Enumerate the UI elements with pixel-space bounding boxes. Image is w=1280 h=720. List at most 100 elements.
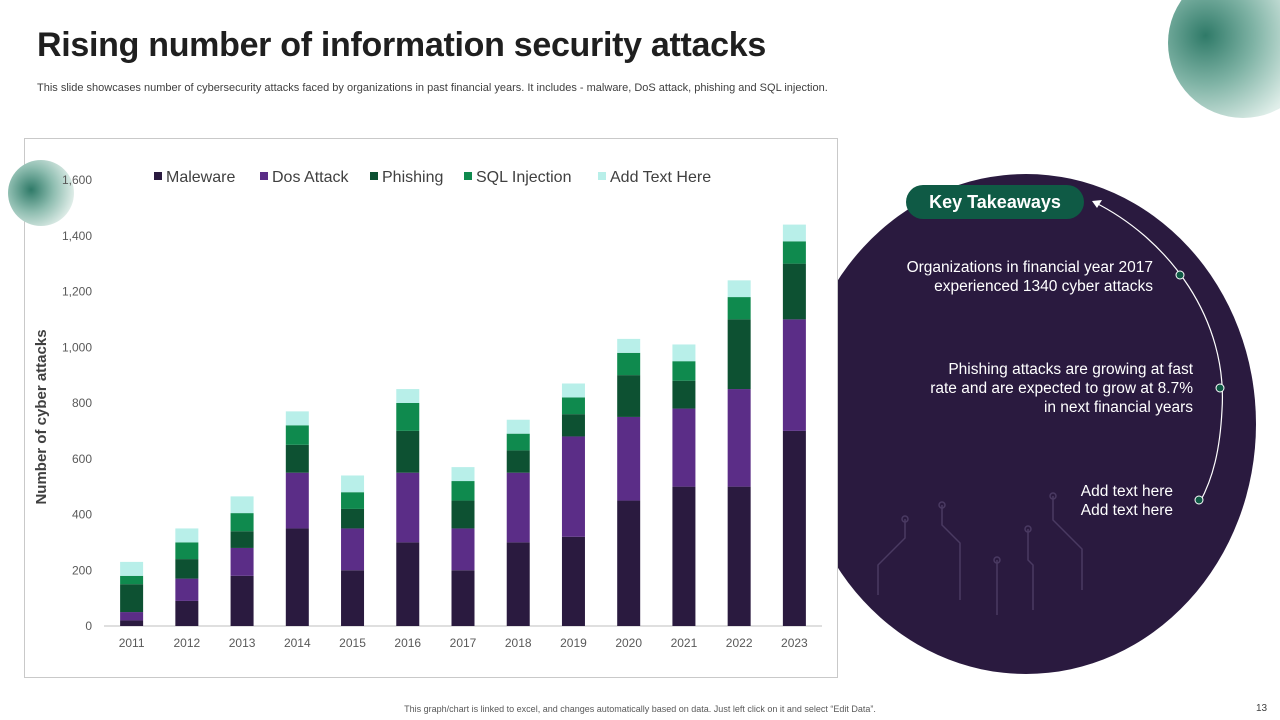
bar-segment xyxy=(672,344,696,362)
bar-segment xyxy=(727,389,751,487)
x-tick-label: 2016 xyxy=(394,636,421,650)
takeaway-3-line-1: Add text here xyxy=(1080,483,1173,500)
legend-label: Add Text Here xyxy=(610,169,711,186)
bar-segment xyxy=(617,416,641,501)
takeaway-1-line-1: Organizations in financial year 2017 xyxy=(906,259,1153,276)
bar-segment xyxy=(727,297,751,320)
legend-swatch xyxy=(370,172,378,180)
bar-segment xyxy=(672,380,696,409)
bar-segment xyxy=(285,411,309,426)
x-tick-label: 2012 xyxy=(173,636,200,650)
bar-segment xyxy=(561,397,585,415)
bar-segment xyxy=(396,403,420,431)
bar-segment xyxy=(617,500,641,626)
bar-segment xyxy=(451,500,475,529)
bar-segment xyxy=(782,430,806,626)
bar-segment xyxy=(561,383,585,398)
x-tick-label: 2018 xyxy=(505,636,532,650)
takeaway-2: Phishing attacks are growing at fast rat… xyxy=(930,360,1193,417)
bar-segment xyxy=(230,531,254,548)
bar-segment xyxy=(341,492,365,509)
bar-segment xyxy=(782,224,806,242)
bar-segment xyxy=(451,481,475,501)
takeaway-1-line-2: experienced 1340 cyber attacks xyxy=(934,278,1153,295)
takeaways-background-circle xyxy=(796,174,1256,674)
bar-segment xyxy=(341,528,365,571)
x-tick-label: 2017 xyxy=(450,636,477,650)
bar-segment xyxy=(451,528,475,571)
bar-segment xyxy=(285,444,309,473)
bar-segment xyxy=(617,338,641,353)
x-tick-label: 2023 xyxy=(781,636,808,650)
bar-segment xyxy=(396,542,420,626)
takeaway-1: Organizations in financial year 2017 exp… xyxy=(907,258,1153,296)
bar-segment xyxy=(782,319,806,431)
legend-swatch xyxy=(154,172,162,180)
bar-segment xyxy=(341,508,365,529)
x-tick-label: 2021 xyxy=(671,636,698,650)
decorative-gradient-circle-small xyxy=(8,160,74,226)
legend-label: Phishing xyxy=(382,169,443,186)
y-tick-label: 400 xyxy=(72,508,92,522)
bar-segment xyxy=(120,584,144,613)
bar-segment xyxy=(120,612,144,621)
bar-segment xyxy=(561,436,585,537)
legend-label: Dos Attack xyxy=(272,169,349,186)
x-tick-label: 2022 xyxy=(726,636,753,650)
bar-segment xyxy=(396,430,420,473)
bar-segment xyxy=(396,389,420,403)
bar-segment xyxy=(506,542,530,626)
chart-panel[interactable] xyxy=(24,138,838,678)
bar-segment xyxy=(175,528,199,543)
bar-segment xyxy=(285,425,309,445)
bar-segment xyxy=(230,496,254,514)
legend-swatch xyxy=(260,172,268,180)
bar-segment xyxy=(506,419,530,434)
bar-segment xyxy=(506,472,530,543)
x-tick-label: 2013 xyxy=(229,636,256,650)
page-number: 13 xyxy=(1256,703,1268,714)
takeaway-3: Add text here Add text here xyxy=(1081,482,1173,520)
legend-label: Maleware xyxy=(166,169,235,186)
bar-segment xyxy=(617,375,641,417)
footer-note: This graph/chart is linked to excel, and… xyxy=(404,704,876,714)
legend-label: SQL Injection xyxy=(476,169,571,186)
bar-segment xyxy=(175,559,199,579)
bar-segment xyxy=(782,241,806,264)
takeaway-3-line-2: Add text here xyxy=(1080,502,1173,519)
y-tick-label: 1,000 xyxy=(62,340,92,354)
takeaway-2-line-3: in next financial years xyxy=(1043,399,1193,416)
bar-segment xyxy=(120,620,144,626)
bar-segment xyxy=(120,575,144,585)
bar-segment xyxy=(451,570,475,626)
x-tick-label: 2011 xyxy=(119,636,145,650)
x-tick-label: 2020 xyxy=(615,636,642,650)
bar-segment xyxy=(285,472,309,529)
bar-segment xyxy=(506,450,530,473)
slide-title: Rising number of information security at… xyxy=(37,26,766,64)
bar-segment xyxy=(175,600,199,626)
bar-segment xyxy=(506,433,530,451)
bar-segment xyxy=(617,352,641,376)
x-tick-label: 2015 xyxy=(339,636,366,650)
bar-segment xyxy=(727,486,751,626)
bar-segment xyxy=(451,467,475,482)
y-tick-label: 800 xyxy=(72,396,92,410)
y-tick-label: 0 xyxy=(85,619,92,633)
bar-segment xyxy=(672,361,696,381)
key-takeaways-header: Key Takeaways xyxy=(906,185,1084,219)
bar-segment xyxy=(230,547,254,576)
y-tick-label: 1,400 xyxy=(62,229,92,243)
bar-segment xyxy=(341,475,365,493)
takeaway-2-line-1: Phishing attacks are growing at fast xyxy=(948,361,1193,378)
y-tick-label: 600 xyxy=(72,452,92,466)
bar-segment xyxy=(672,408,696,487)
legend-swatch xyxy=(464,172,472,180)
y-tick-label: 1,200 xyxy=(62,285,92,299)
bar-segment xyxy=(230,513,254,532)
bar-segment xyxy=(672,486,696,626)
bar-segment xyxy=(120,561,144,576)
legend-swatch xyxy=(598,172,606,180)
x-tick-label: 2014 xyxy=(284,636,311,650)
